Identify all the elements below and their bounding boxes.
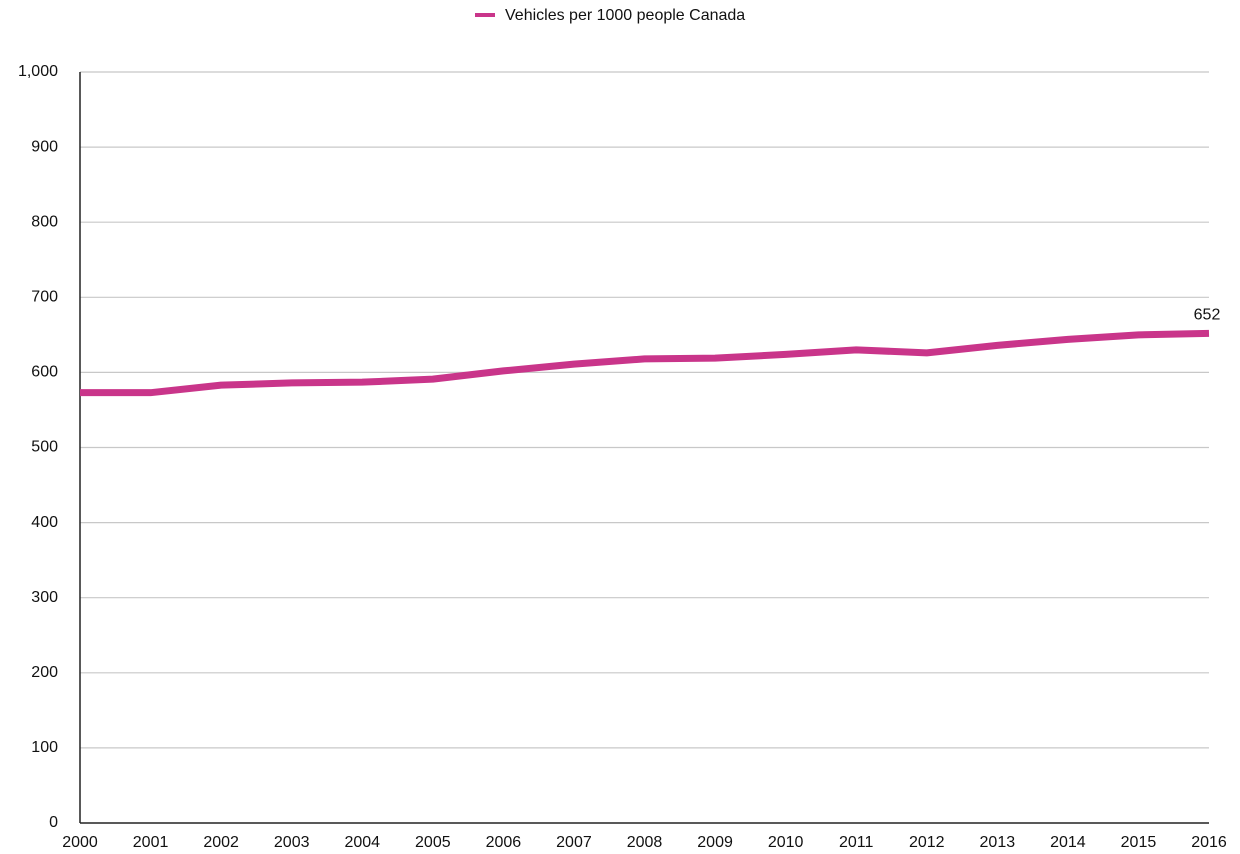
y-tick-label: 0 [49,814,58,831]
y-tick-label: 700 [31,289,58,306]
x-tick-label: 2011 [839,834,874,851]
y-tick-label: 600 [31,364,58,381]
y-tick-label: 500 [31,439,58,456]
x-tick-label: 2006 [486,834,522,851]
x-tick-label: 2014 [1050,834,1086,851]
data-label: 652 [1194,307,1221,324]
x-tick-label: 2002 [203,834,239,851]
x-tick-label: 2008 [627,834,663,851]
x-tick-label: 2012 [909,834,945,851]
x-tick-label: 2016 [1191,834,1227,851]
x-tick-label: 2000 [62,834,98,851]
x-tick-label: 2013 [980,834,1016,851]
x-tick-label: 2007 [556,834,592,851]
x-tick-label: 2005 [415,834,451,851]
y-tick-label: 100 [31,739,58,756]
y-tick-label: 800 [31,213,58,230]
line [80,329,1210,397]
x-tick-label: 2004 [344,834,380,851]
x-tick-label: 2015 [1121,834,1157,851]
x-tick-label: 2001 [133,834,169,851]
y-tick-label: 200 [31,664,58,681]
x-tick-label: 2009 [697,834,733,851]
x-tick-label: 2010 [768,834,804,851]
y-tick-label: 1,000 [18,63,58,80]
x-tick-label: 2003 [274,834,310,851]
y-tick-label: 400 [31,514,58,531]
y-tick-label: 300 [31,589,58,606]
y-tick-label: 900 [31,138,58,155]
legend-label: Vehicles per 1000 people Canada [505,7,745,24]
